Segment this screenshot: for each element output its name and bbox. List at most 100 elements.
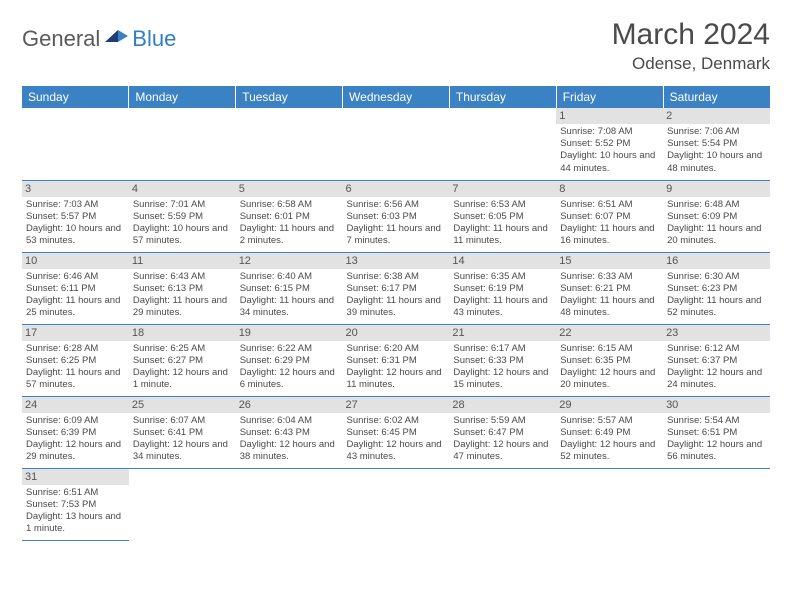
day-info: Sunrise: 6:51 AMSunset: 7:53 PMDaylight:…	[26, 487, 125, 536]
calendar-cell: 4 Sunrise: 7:01 AMSunset: 5:59 PMDaylight…	[129, 180, 236, 252]
day-number: 30	[663, 397, 770, 413]
day-number: 4	[129, 181, 236, 197]
calendar-cell: 31Sunrise: 6:51 AMSunset: 7:53 PMDayligh…	[22, 468, 129, 540]
day-number: 11	[129, 253, 236, 269]
calendar-cell	[343, 468, 450, 540]
location: Odense, Denmark	[612, 54, 770, 74]
day-info: Sunrise: 6:12 AMSunset: 6:37 PMDaylight:…	[667, 343, 766, 392]
calendar-cell	[236, 468, 343, 540]
day-info: Sunrise: 6:35 AMSunset: 6:19 PMDaylight:…	[453, 271, 552, 320]
day-info: Sunrise: 6:30 AMSunset: 6:23 PMDaylight:…	[667, 271, 766, 320]
day-number: 20	[343, 325, 450, 341]
calendar-cell	[129, 468, 236, 540]
calendar-cell	[236, 108, 343, 180]
weekday-header: Tuesday	[236, 86, 343, 108]
calendar-cell: 17 Sunrise: 6:28 AMSunset: 6:25 PMDayligh…	[22, 324, 129, 396]
day-info: Sunrise: 6:28 AMSunset: 6:25 PMDaylight:…	[26, 343, 125, 392]
day-info: Sunrise: 5:59 AMSunset: 6:47 PMDaylight:…	[453, 415, 552, 464]
calendar-cell: 29 Sunrise: 5:57 AMSunset: 6:49 PMDayligh…	[556, 396, 663, 468]
day-info: Sunrise: 6:17 AMSunset: 6:33 PMDaylight:…	[453, 343, 552, 392]
weekday-header: Wednesday	[343, 86, 450, 108]
calendar-cell: 21 Sunrise: 6:17 AMSunset: 6:33 PMDayligh…	[449, 324, 556, 396]
title-block: March 2024 Odense, Denmark	[612, 18, 770, 74]
day-info: Sunrise: 6:43 AMSunset: 6:13 PMDaylight:…	[133, 271, 232, 320]
logo-text-blue: Blue	[132, 26, 176, 52]
day-number: 23	[663, 325, 770, 341]
calendar-cell: 27 Sunrise: 6:02 AMSunset: 6:45 PMDayligh…	[343, 396, 450, 468]
calendar-cell: 22 Sunrise: 6:15 AMSunset: 6:35 PMDayligh…	[556, 324, 663, 396]
calendar-cell	[663, 468, 770, 540]
day-info: Sunrise: 6:48 AMSunset: 6:09 PMDaylight:…	[667, 199, 766, 248]
calendar-cell: 24Sunrise: 6:09 AMSunset: 6:39 PMDayligh…	[22, 396, 129, 468]
page-title: March 2024	[612, 18, 770, 52]
day-info: Sunrise: 6:02 AMSunset: 6:45 PMDaylight:…	[347, 415, 446, 464]
day-info: Sunrise: 6:22 AMSunset: 6:29 PMDaylight:…	[240, 343, 339, 392]
day-info: Sunrise: 6:20 AMSunset: 6:31 PMDaylight:…	[347, 343, 446, 392]
day-info: Sunrise: 6:58 AMSunset: 6:01 PMDaylight:…	[240, 199, 339, 248]
day-number: 17	[22, 325, 129, 341]
day-info: Sunrise: 6:40 AMSunset: 6:15 PMDaylight:…	[240, 271, 339, 320]
calendar-header-row: SundayMondayTuesdayWednesdayThursdayFrid…	[22, 86, 770, 108]
calendar-cell	[343, 108, 450, 180]
weekday-header: Sunday	[22, 86, 129, 108]
day-number: 18	[129, 325, 236, 341]
day-info: Sunrise: 7:08 AMSunset: 5:52 PMDaylight:…	[560, 126, 659, 175]
calendar-cell	[449, 468, 556, 540]
calendar-cell	[22, 108, 129, 180]
calendar-cell	[449, 108, 556, 180]
day-info: Sunrise: 5:57 AMSunset: 6:49 PMDaylight:…	[560, 415, 659, 464]
calendar-cell: 28 Sunrise: 5:59 AMSunset: 6:47 PMDayligh…	[449, 396, 556, 468]
day-number: 6	[343, 181, 450, 197]
calendar-cell: 16 Sunrise: 6:30 AMSunset: 6:23 PMDayligh…	[663, 252, 770, 324]
day-number: 21	[449, 325, 556, 341]
day-info: Sunrise: 6:04 AMSunset: 6:43 PMDaylight:…	[240, 415, 339, 464]
day-info: Sunrise: 6:46 AMSunset: 6:11 PMDaylight:…	[26, 271, 125, 320]
day-info: Sunrise: 6:25 AMSunset: 6:27 PMDaylight:…	[133, 343, 232, 392]
weekday-header: Friday	[556, 86, 663, 108]
calendar-cell: 12 Sunrise: 6:40 AMSunset: 6:15 PMDayligh…	[236, 252, 343, 324]
calendar-cell: 3 Sunrise: 7:03 AMSunset: 5:57 PMDaylight…	[22, 180, 129, 252]
calendar-cell: 25 Sunrise: 6:07 AMSunset: 6:41 PMDayligh…	[129, 396, 236, 468]
logo-text-general: General	[22, 26, 100, 52]
day-number: 27	[343, 397, 450, 413]
calendar-cell: 15 Sunrise: 6:33 AMSunset: 6:21 PMDayligh…	[556, 252, 663, 324]
calendar-cell: 23 Sunrise: 6:12 AMSunset: 6:37 PMDayligh…	[663, 324, 770, 396]
calendar-cell: 6 Sunrise: 6:56 AMSunset: 6:03 PMDaylight…	[343, 180, 450, 252]
day-number: 13	[343, 253, 450, 269]
day-number: 16	[663, 253, 770, 269]
logo: General Blue	[22, 26, 176, 52]
day-info: Sunrise: 6:15 AMSunset: 6:35 PMDaylight:…	[560, 343, 659, 392]
calendar-cell: 18 Sunrise: 6:25 AMSunset: 6:27 PMDayligh…	[129, 324, 236, 396]
day-number: 2	[663, 108, 770, 124]
calendar-cell: 20 Sunrise: 6:20 AMSunset: 6:31 PMDayligh…	[343, 324, 450, 396]
day-info: Sunrise: 6:33 AMSunset: 6:21 PMDaylight:…	[560, 271, 659, 320]
day-number: 28	[449, 397, 556, 413]
calendar-cell: 8Sunrise: 6:51 AMSunset: 6:07 PMDaylight…	[556, 180, 663, 252]
day-number: 3	[22, 181, 129, 197]
calendar-cell: 30Sunrise: 5:54 AMSunset: 6:51 PMDayligh…	[663, 396, 770, 468]
day-number: 24	[22, 397, 129, 413]
day-number: 12	[236, 253, 343, 269]
calendar-cell	[129, 108, 236, 180]
day-number: 1	[556, 108, 663, 124]
header: General Blue March 2024 Odense, Denmark	[22, 18, 770, 74]
calendar-cell: 2 Sunrise: 7:06 AMSunset: 5:54 PMDaylight…	[663, 108, 770, 180]
calendar-cell: 19Sunrise: 6:22 AMSunset: 6:29 PMDayligh…	[236, 324, 343, 396]
calendar-table: SundayMondayTuesdayWednesdayThursdayFrid…	[22, 86, 770, 541]
day-number: 5	[236, 181, 343, 197]
calendar-body: 1 Sunrise: 7:08 AMSunset: 5:52 PMDaylight…	[22, 108, 770, 540]
day-number: 8	[556, 181, 663, 197]
day-number: 14	[449, 253, 556, 269]
day-number: 26	[236, 397, 343, 413]
day-number: 25	[129, 397, 236, 413]
day-info: Sunrise: 7:01 AMSunset: 5:59 PMDaylight:…	[133, 199, 232, 248]
day-number: 22	[556, 325, 663, 341]
day-info: Sunrise: 7:06 AMSunset: 5:54 PMDaylight:…	[667, 126, 766, 175]
day-number: 29	[556, 397, 663, 413]
day-number: 9	[663, 181, 770, 197]
calendar-cell: 26 Sunrise: 6:04 AMSunset: 6:43 PMDayligh…	[236, 396, 343, 468]
day-info: Sunrise: 6:07 AMSunset: 6:41 PMDaylight:…	[133, 415, 232, 464]
day-info: Sunrise: 7:03 AMSunset: 5:57 PMDaylight:…	[26, 199, 125, 248]
day-number: 15	[556, 253, 663, 269]
day-info: Sunrise: 6:56 AMSunset: 6:03 PMDaylight:…	[347, 199, 446, 248]
